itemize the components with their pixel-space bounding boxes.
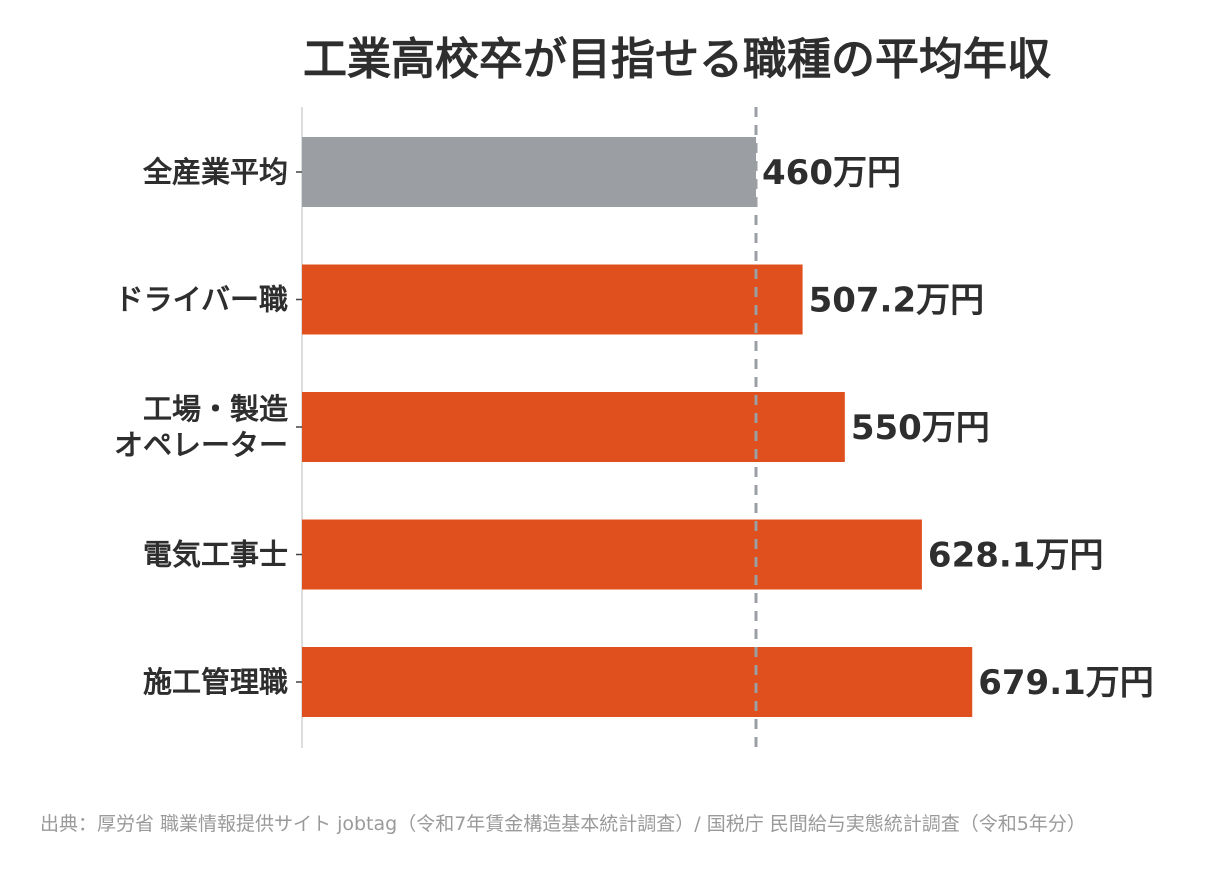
- bar: [302, 519, 922, 590]
- category-label: 電気工事士: [143, 538, 288, 572]
- bar: [302, 647, 973, 717]
- bar: [302, 264, 803, 335]
- bar: [302, 392, 845, 462]
- value-label: 460万円: [762, 153, 901, 193]
- category-label: 工場・製造オペレーター: [114, 392, 288, 462]
- value-label: 679.1万円: [978, 663, 1154, 703]
- source-note: 出典：厚労省 職業情報提供サイト jobtag（令和7年賃金構造基本統計調査）/…: [40, 813, 1086, 835]
- value-label: 550万円: [851, 408, 990, 448]
- category-label: ドライバー職: [115, 283, 288, 317]
- category-label: 全産業平均: [142, 155, 288, 189]
- chart-title: 工業高校卒が目指せる職種の平均年収: [303, 34, 1051, 85]
- bar: [302, 137, 756, 207]
- value-label: 628.1万円: [928, 536, 1104, 576]
- value-label: 507.2万円: [809, 281, 985, 321]
- category-label: 施工管理職: [143, 665, 288, 699]
